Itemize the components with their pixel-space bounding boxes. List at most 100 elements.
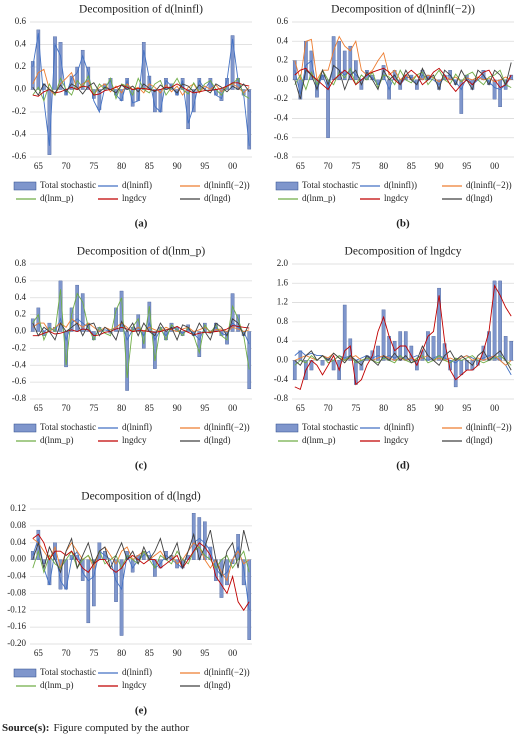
caption: (d) — [396, 460, 410, 472]
y-tick-label: -0.12 — [7, 604, 26, 614]
bar — [503, 336, 508, 361]
series-line — [32, 533, 250, 612]
bar — [36, 29, 41, 90]
series-line — [32, 289, 250, 378]
x-tick-label: 75 — [351, 403, 361, 413]
legend-label: Total stochastic — [40, 422, 96, 432]
x-tick-label: 00 — [490, 403, 500, 413]
x-tick-label: 85 — [407, 403, 417, 413]
x-tick-label: 95 — [200, 403, 210, 413]
source-label: Source(s): — [2, 722, 49, 734]
bar — [119, 559, 124, 636]
bar — [309, 50, 314, 81]
bar — [292, 360, 297, 380]
x-tick-label: 80 — [379, 161, 389, 171]
legend-label: d(lninfl) — [384, 422, 414, 432]
bar — [80, 559, 85, 581]
x-tick-label: 00 — [490, 161, 500, 171]
source: Source(s): Figure computed by the author — [2, 722, 189, 734]
y-tick-label: -0.2 — [274, 93, 288, 103]
y-tick-label: 0.4 — [15, 39, 27, 49]
y-tick-label: 0.0 — [277, 354, 289, 364]
series-line — [294, 67, 512, 91]
y-tick-label: 1.2 — [277, 297, 288, 307]
x-tick-label: 00 — [228, 648, 238, 658]
x-tick-label: 80 — [379, 403, 389, 413]
legend-label: d(lngd) — [204, 435, 231, 445]
legend-label: d(lngd) — [466, 435, 493, 445]
series-line — [32, 318, 250, 342]
bar — [354, 360, 358, 385]
y-tick-label: -0.2 — [12, 106, 26, 116]
bar — [58, 559, 63, 590]
bar — [30, 318, 35, 332]
x-tick-label: 70 — [62, 161, 72, 171]
bar — [119, 290, 124, 332]
bar — [381, 309, 386, 361]
bar — [80, 49, 85, 90]
bar — [331, 360, 336, 371]
chart-title: Decomposition of d(lninfl) — [79, 4, 203, 16]
series-line — [294, 284, 512, 391]
bar — [230, 293, 235, 332]
legend-label: lngdcy — [122, 193, 147, 203]
y-tick-label: 0.12 — [10, 503, 26, 513]
y-tick-label: -0.20 — [7, 638, 26, 648]
bar — [453, 360, 458, 388]
y-tick-label: 0.8 — [15, 258, 27, 268]
bar — [247, 89, 252, 150]
y-tick-label: 0.6 — [15, 275, 27, 285]
caption: (c) — [135, 460, 148, 472]
legend-label: d(lnm_p) — [40, 193, 74, 203]
legend-label: Total stochastic — [302, 422, 358, 432]
x-tick-label: 80 — [117, 403, 127, 413]
chart-title: Decomposition of d(lnm_p) — [77, 246, 206, 258]
x-tick-label: 75 — [89, 403, 99, 413]
bar — [97, 89, 102, 110]
y-tick-label: -0.4 — [12, 129, 27, 139]
bar — [437, 287, 441, 361]
legend-swatch — [275, 423, 299, 433]
legend-label: d(lnm_p) — [302, 193, 336, 203]
legend-label: d(lninfl)) — [384, 180, 417, 190]
legend-label: Total stochastic — [40, 180, 96, 190]
x-tick-label: 90 — [173, 648, 183, 658]
bar — [86, 559, 91, 624]
bar — [191, 89, 196, 113]
caption: (a) — [135, 218, 148, 230]
x-tick-label: 90 — [173, 403, 183, 413]
x-tick-label: 85 — [145, 161, 155, 171]
bar — [498, 79, 502, 108]
x-tick-label: 95 — [462, 403, 472, 413]
series-line — [294, 59, 512, 95]
y-tick-label: 0.4 — [15, 292, 27, 302]
legend-label: d(lngd) — [466, 193, 493, 203]
y-tick-label: 0.4 — [277, 335, 289, 345]
bar — [320, 360, 325, 366]
legend-label: d(lninfl(−2)) — [204, 180, 250, 190]
series-line — [32, 68, 250, 97]
legend-label: d(lnm_p) — [40, 680, 74, 690]
y-tick-label: 2.0 — [277, 258, 289, 268]
y-tick-label: 0.6 — [277, 16, 289, 26]
chart-title: Decomposition of lngdcy — [345, 246, 462, 258]
x-tick-label: 90 — [435, 161, 445, 171]
bar — [492, 280, 497, 361]
y-tick-label: 0.0 — [15, 84, 27, 94]
x-tick-label: 80 — [117, 648, 127, 658]
series-line — [294, 62, 512, 100]
x-tick-label: 65 — [34, 161, 44, 171]
legend-label: lngdcy — [384, 435, 409, 445]
x-tick-label: 70 — [324, 403, 334, 413]
bar — [36, 307, 41, 332]
y-tick-label: 0.0 — [15, 326, 27, 336]
legend-label: d(lninfl) — [122, 667, 152, 677]
legend-label: d(lninfl) — [122, 180, 152, 190]
bar — [342, 50, 347, 81]
caption: (e) — [135, 705, 148, 717]
bar — [153, 89, 157, 113]
y-tick-label: -0.8 — [12, 393, 27, 403]
x-tick-label: 75 — [89, 161, 99, 171]
y-tick-label: -0.04 — [7, 571, 26, 581]
